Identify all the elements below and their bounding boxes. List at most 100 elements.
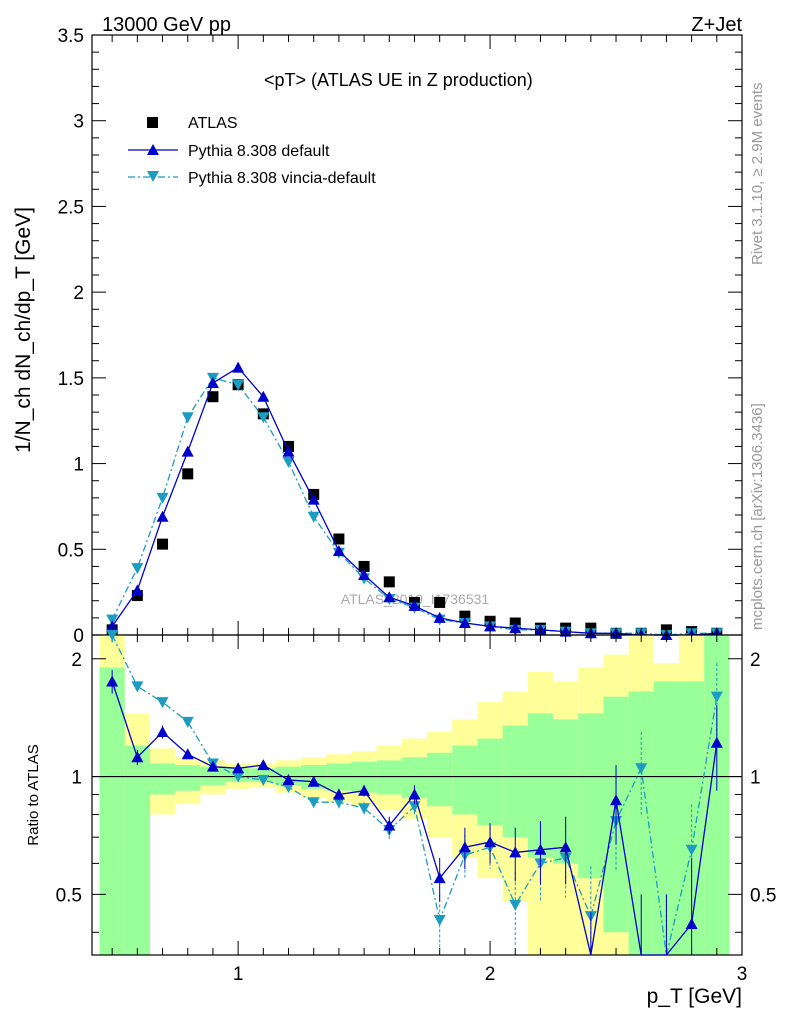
x-axis-label: p_T [GeV]	[647, 985, 742, 1008]
ratio-vincia-point	[131, 681, 144, 693]
band-inner-bin	[502, 725, 528, 838]
pythia-point	[383, 591, 396, 603]
ratio-pythia-point	[106, 675, 119, 687]
ratio-pythia-point	[332, 788, 345, 800]
ratio-pythia-point	[610, 794, 623, 806]
ratio-pythia-point	[131, 751, 144, 763]
ratio-pythia-point	[282, 773, 295, 785]
ratio-pythia-point	[156, 725, 169, 737]
series-atlas	[106, 379, 723, 639]
ratio-vincia-point	[106, 630, 119, 641]
pythia-point	[181, 445, 194, 457]
atlas-point	[358, 560, 370, 572]
atlas-point	[383, 576, 395, 588]
ratio-pythia-point	[484, 836, 497, 848]
ratio-pythia-point	[534, 843, 547, 855]
band-inner-bin	[427, 752, 453, 807]
pythia-point	[408, 599, 421, 611]
band-inner-bin	[124, 745, 150, 955]
band-inner-bin	[578, 713, 604, 879]
vincia-point	[307, 511, 320, 523]
ratio-vincia-point	[635, 763, 648, 775]
ratio-y-tick-label: 2	[71, 650, 82, 671]
rivet-label: Rivet 3.1.10, ≥ 2.9M events	[749, 83, 766, 266]
vincia-point	[156, 492, 169, 504]
ratio-series-pythia	[106, 670, 723, 956]
y-tick-label: 0	[73, 626, 84, 647]
ratio-vincia-point	[232, 771, 245, 783]
band-inner-bin	[704, 635, 730, 955]
ratio-pythia-point	[206, 760, 219, 772]
y-tick-label: 2.5	[58, 197, 84, 218]
pythia-point	[433, 611, 446, 623]
vincia-point	[232, 379, 245, 391]
legend-pythia-label: Pythia 8.308 default	[188, 143, 330, 160]
atlas-point	[459, 610, 471, 622]
pythia-point	[509, 622, 522, 634]
x-tick-label: 3	[737, 964, 748, 985]
energy-label: 13000 GeV pp	[102, 14, 231, 36]
ratio-vincia-point	[156, 697, 169, 709]
ratio-pythia-point	[458, 841, 471, 853]
main-y-axis-ticks: 0 0.5 1 1.5 2 2.5 3 3.5	[58, 26, 742, 647]
ratio-vincia-point	[710, 691, 723, 703]
ratio-vincia-point	[433, 915, 446, 927]
pythia-point	[332, 545, 345, 556]
chart-title: <pT> (ATLAS UE in Z production)	[264, 70, 533, 90]
y-tick-label: 3.5	[58, 26, 84, 47]
ratio-y-tick-label-right: 2	[750, 650, 761, 671]
y-tick-label: 3	[73, 112, 84, 133]
ratio-vincia-point	[685, 844, 698, 856]
legend-atlas-label: ATLAS	[188, 115, 238, 132]
atlas-point	[434, 596, 446, 608]
ratio-pythia-point	[232, 762, 245, 774]
ratio-y-tick-label-right: 0.5	[750, 885, 776, 906]
ratio-pythia-point	[433, 872, 446, 884]
pythia-point	[257, 390, 270, 402]
pythia-point	[156, 510, 169, 522]
atlas-point	[333, 533, 345, 545]
process-label: Z+Jet	[691, 14, 742, 36]
vincia-point	[181, 412, 194, 424]
vincia-point	[106, 614, 119, 626]
pythia-point	[282, 445, 295, 457]
ratio-frame	[91, 634, 743, 956]
atlas-point	[157, 538, 169, 550]
ratio-pythia-point	[257, 759, 270, 771]
legend-pythia-marker	[147, 144, 159, 155]
ratio-panel: 1 2 3 0.5 0.5 1 1 2 2	[56, 35, 776, 985]
main-panel: 0 0.5 1 1.5 2 2.5 3 3.5	[58, 26, 743, 647]
legend-vincia-marker	[147, 171, 159, 182]
atlas-point	[207, 391, 219, 403]
ratio-vincia-point	[358, 803, 371, 815]
ratio-y-tick-label-right: 1	[750, 768, 761, 789]
pythia-point	[358, 569, 371, 580]
ratio-vincia-point	[332, 797, 345, 809]
y-tick-label: 0.5	[58, 540, 84, 561]
ratio-pythia-point	[559, 841, 572, 853]
legend-vincia-label: Pythia 8.308 vincia-default	[188, 170, 376, 187]
ratio-pythia-point	[710, 736, 723, 748]
ratio-vincia-point	[181, 716, 194, 728]
y-tick-label: 1.5	[58, 369, 84, 390]
pythia-point	[458, 617, 471, 628]
ratio-y-tick-label: 1	[71, 768, 82, 789]
ratio-pythia-point	[509, 846, 522, 858]
vincia-point	[282, 456, 295, 468]
ratio-y-tick-label: 0.5	[56, 885, 82, 906]
atlas-point	[131, 590, 143, 602]
pythia-point	[106, 620, 119, 632]
ratio-pythia-point	[408, 788, 421, 800]
ratio-vincia-point	[509, 899, 522, 911]
pythia-point	[232, 361, 245, 373]
ratio-y-axis-ticks: 0.5 0.5 1 1 2 2	[56, 650, 776, 933]
vincia-point	[131, 563, 144, 575]
ratio-y-axis-label: Ratio to ATLAS	[25, 744, 42, 845]
ratio-pythia-point	[383, 819, 396, 831]
band-inner-bin	[477, 738, 503, 826]
band-inner-bin	[149, 763, 176, 795]
ratio-pythia-point	[181, 748, 194, 760]
y-tick-label: 2	[73, 283, 84, 304]
legend: ATLAS Pythia 8.308 default Pythia 8.308 …	[128, 115, 376, 187]
